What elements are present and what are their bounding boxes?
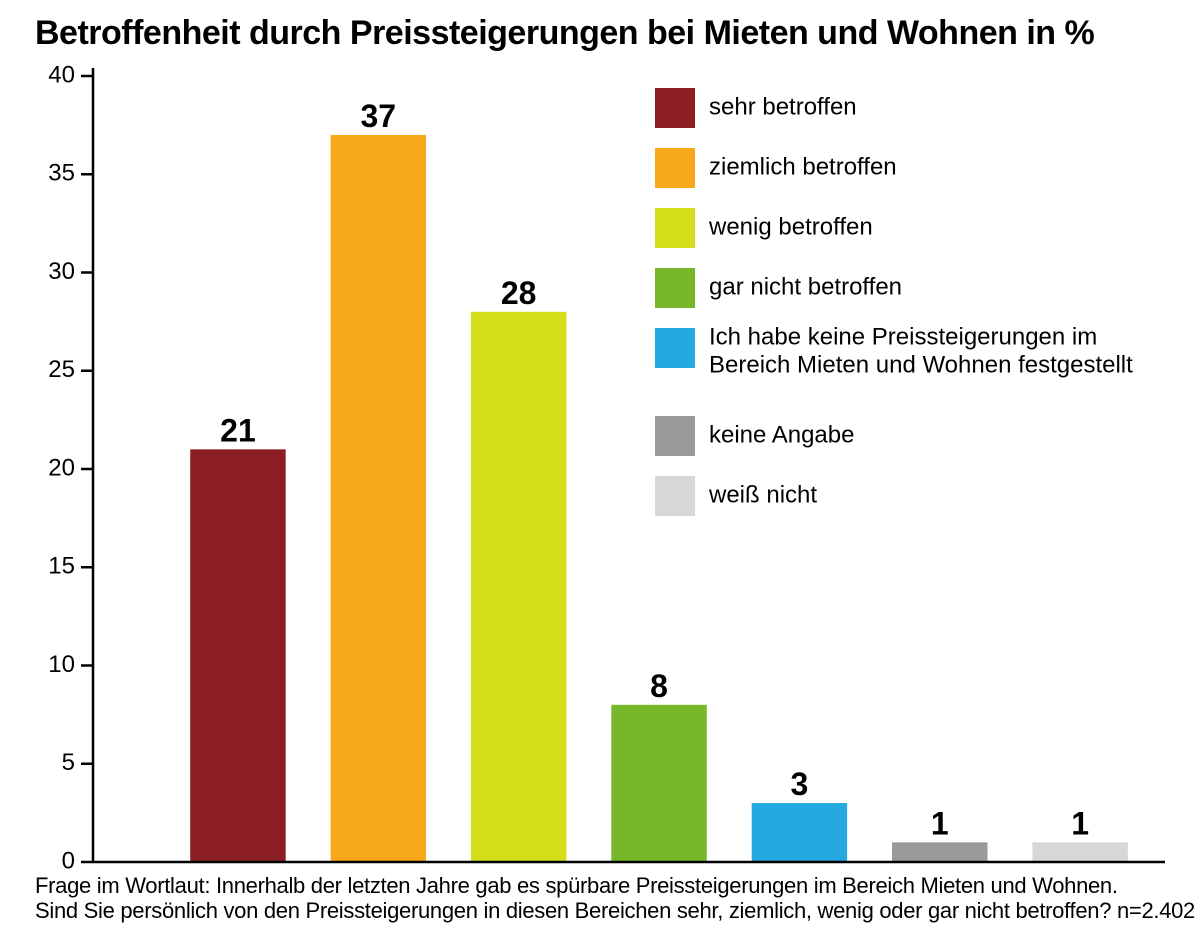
y-tick-label: 25 — [48, 356, 75, 383]
legend-swatch — [655, 88, 695, 128]
legend-label: Ich habe keine Preissteigerungen im — [709, 323, 1097, 350]
bar-value-label: 1 — [1071, 805, 1089, 841]
legend-label: weiß nicht — [708, 481, 817, 508]
bar — [471, 312, 566, 862]
y-tick-label: 0 — [62, 847, 75, 870]
legend-label: gar nicht betroffen — [709, 273, 902, 300]
bar — [190, 449, 285, 862]
bar-value-label: 3 — [791, 766, 809, 802]
bar-value-label: 28 — [501, 275, 537, 311]
y-tick-label: 10 — [48, 651, 75, 678]
bar-value-label: 37 — [361, 98, 397, 134]
y-tick-label: 35 — [48, 160, 75, 187]
bar — [752, 803, 847, 862]
legend-label: Bereich Mieten und Wohnen festgestellt — [709, 351, 1133, 378]
legend-label: ziemlich betroffen — [709, 153, 897, 180]
chart-title: Betroffenheit durch Preissteigerungen be… — [35, 14, 1094, 53]
y-tick-label: 30 — [48, 258, 75, 285]
legend-label: keine Angabe — [709, 421, 854, 448]
y-tick-label: 5 — [62, 749, 75, 776]
y-tick-label: 40 — [48, 64, 75, 88]
legend-swatch — [655, 476, 695, 516]
chart-footnote: Frage im Wortlaut: Innerhalb der letzten… — [35, 873, 1195, 924]
bar — [331, 135, 426, 862]
legend-swatch — [655, 148, 695, 188]
legend-label: sehr betroffen — [709, 93, 857, 120]
page: Betroffenheit durch Preissteigerungen be… — [0, 0, 1200, 938]
legend-swatch — [655, 208, 695, 248]
legend-swatch — [655, 328, 695, 368]
legend-label: wenig betroffen — [708, 213, 873, 240]
y-tick-label: 15 — [48, 553, 75, 580]
y-tick-label: 20 — [48, 454, 75, 481]
bar-chart: 0 5 10 15 20 25 30 35 40 21 37 28 8 3 1 1 sehr betroffen… — [35, 64, 1165, 870]
bar-value-label: 21 — [220, 412, 256, 448]
bar — [1032, 842, 1127, 862]
bar — [611, 705, 706, 862]
bar — [892, 842, 987, 862]
bar-value-label: 1 — [931, 805, 949, 841]
legend-swatch — [655, 416, 695, 456]
bar-value-label: 8 — [650, 668, 668, 704]
legend-swatch — [655, 268, 695, 308]
